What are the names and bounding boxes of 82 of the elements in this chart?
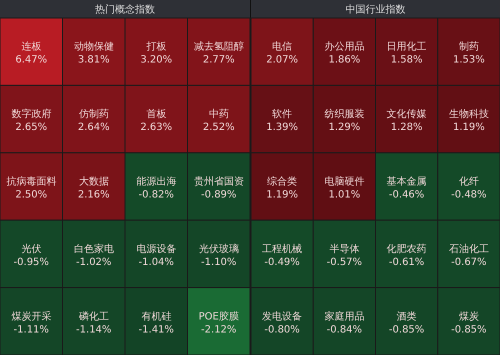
data-label: -0.80%	[264, 324, 300, 336]
data-label: -0.48%	[451, 190, 487, 200]
data-label: -0.61%	[388, 256, 424, 268]
data-label: -1.10%	[201, 256, 236, 268]
data-label: 2.50%	[15, 190, 48, 200]
data-label: -0.82%	[138, 190, 174, 200]
data-label: -0.84%	[326, 324, 362, 336]
category-label: 生物科技	[448, 108, 489, 120]
category-label: 磷化工	[78, 310, 109, 322]
data-label: 2.16%	[78, 190, 110, 200]
category-label: 大数据	[78, 176, 109, 188]
category-label: 仿制药	[78, 108, 109, 120]
category-label: 白色家电	[74, 242, 114, 255]
data-label: 2.64%	[78, 122, 110, 134]
category-label: 工程机械	[262, 242, 302, 255]
data-label: -1.41%	[138, 324, 174, 336]
category-label: 软件	[272, 108, 292, 120]
data-label: -1.02%	[76, 256, 112, 268]
category-label: 抗病毒面料	[6, 176, 56, 188]
data-label: 2.52%	[202, 122, 235, 134]
category-label: 动物保健	[74, 42, 114, 53]
data-label: 1.28%	[390, 122, 423, 134]
data-label: -2.12%	[201, 324, 236, 336]
category-label: 能源出海	[136, 176, 176, 188]
data-label: 3.20%	[140, 54, 172, 66]
category-label: 文化传媒	[386, 108, 427, 120]
category-label: POE胶膜	[198, 310, 239, 322]
data-label: 1.29%	[328, 122, 360, 134]
data-label: 1.01%	[328, 190, 360, 200]
data-label: -0.67%	[451, 256, 487, 268]
data-label: 6.47%	[15, 54, 48, 66]
data-label: 1.19%	[266, 190, 298, 200]
data-label: -0.85%	[388, 324, 424, 336]
data-label: -1.04%	[138, 256, 174, 268]
data-label: 1.58%	[390, 54, 423, 66]
data-label: 2.77%	[202, 54, 235, 66]
category-label: 化纤	[458, 176, 479, 188]
category-label: 有机硅	[141, 310, 172, 322]
text: 热门概念指数	[95, 4, 155, 16]
category-label: 中药	[208, 108, 229, 120]
data-label: 2.65%	[15, 122, 48, 134]
category-label: 酒类	[396, 310, 417, 322]
data-label: 3.81%	[78, 54, 110, 66]
category-label: 化肥农药	[386, 242, 427, 255]
data-label: -0.85%	[451, 324, 487, 336]
data-label: 1.39%	[266, 122, 298, 134]
category-label: 光伏	[21, 242, 42, 255]
category-label: 首板	[146, 108, 166, 120]
data-label: 1.53%	[452, 54, 485, 66]
category-label: 石油化工	[448, 242, 489, 255]
category-label: 发电设备	[262, 310, 302, 322]
category-label: 办公用品	[324, 40, 364, 53]
category-label: 电脑硬件	[324, 176, 364, 188]
category-label: 打板	[145, 40, 166, 53]
data-label: -0.57%	[326, 256, 362, 268]
text: 中国行业指数	[346, 4, 406, 16]
data-label: -0.49%	[264, 256, 300, 268]
data-label: 1.86%	[328, 54, 360, 66]
data-label: 2.07%	[266, 54, 298, 66]
category-label: 煤炭开采	[11, 310, 52, 322]
category-label: 贵州省国资	[194, 176, 244, 188]
category-label: 日用化工	[386, 40, 427, 53]
category-label: 光伏玻璃	[198, 242, 239, 255]
data-label: -1.11%	[14, 324, 49, 336]
category-label: 电源设备	[136, 242, 176, 255]
category-label: 煤炭	[458, 310, 479, 322]
category-label: 纺织服装	[324, 108, 364, 120]
category-label: 基本金属	[386, 176, 427, 188]
data-label: -0.89%	[201, 190, 236, 200]
data-label: 2.63%	[140, 122, 172, 134]
data-label: -0.95%	[14, 256, 49, 268]
category-label: 半导体	[329, 242, 360, 255]
data-label: -1.14%	[76, 324, 112, 336]
data-label: -0.46%	[388, 190, 424, 200]
category-label: 电信	[272, 40, 292, 53]
data-label: 1.19%	[452, 122, 485, 134]
category-label: 综合类	[267, 176, 298, 188]
category-label: 家庭用品	[324, 310, 364, 322]
category-label: 制药	[458, 40, 479, 53]
category-label: 连板	[21, 40, 42, 53]
category-label: 数字政府	[11, 108, 52, 120]
category-label: 减去氢阻醇	[194, 40, 244, 53]
